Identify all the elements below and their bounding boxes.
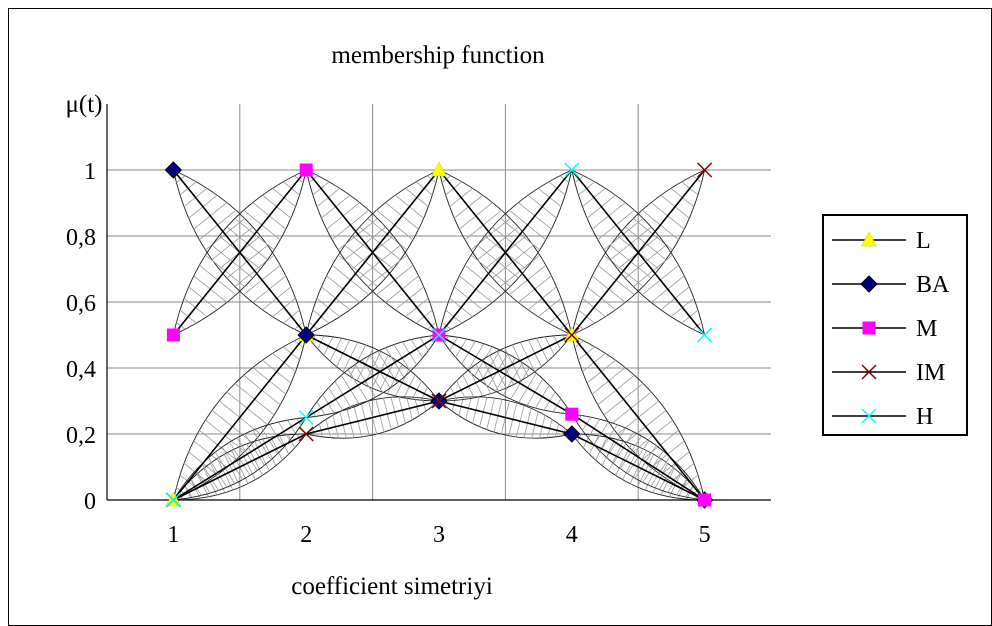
y-tick-label: 0,8 bbox=[66, 225, 96, 251]
y-tick-label: 1 bbox=[84, 159, 96, 185]
marker-im bbox=[298, 426, 314, 442]
marker-m bbox=[299, 163, 313, 177]
legend-box bbox=[822, 214, 968, 436]
chart-title: membership function bbox=[331, 42, 545, 69]
legend-marker-h bbox=[861, 408, 877, 424]
y-tick-label: 0 bbox=[84, 489, 96, 515]
y-tick-label: 0,4 bbox=[66, 357, 96, 383]
marker-ba bbox=[164, 161, 183, 179]
marker-im bbox=[431, 393, 447, 409]
x-tick-label: 4 bbox=[566, 522, 578, 548]
marker-l bbox=[431, 161, 447, 177]
marker-h bbox=[298, 409, 314, 426]
marker-h bbox=[431, 327, 447, 343]
y-axis-label: μ(t) bbox=[66, 91, 103, 118]
legend: L BA M IM H bbox=[822, 214, 968, 436]
legend-item-ba: BA bbox=[832, 272, 950, 298]
x-tick-label: 2 bbox=[300, 522, 312, 548]
y-tick-label: 0,2 bbox=[66, 423, 96, 449]
legend-label: IM bbox=[916, 360, 945, 386]
x-axis-label: coefficient simetriyi bbox=[291, 573, 493, 600]
marker-m bbox=[166, 328, 180, 342]
legend-label: L bbox=[916, 228, 931, 254]
marker-h bbox=[165, 492, 181, 508]
marker-h bbox=[564, 162, 580, 178]
legend-marker-l bbox=[861, 231, 877, 247]
series-markers bbox=[164, 161, 714, 509]
legend-item-m: M bbox=[832, 316, 937, 342]
legend-label: BA bbox=[916, 272, 950, 298]
marker-m bbox=[698, 493, 712, 507]
legend-marker-m bbox=[862, 321, 876, 335]
legend-marker-im bbox=[861, 364, 877, 380]
legend-label: M bbox=[916, 316, 937, 342]
marker-ba bbox=[563, 425, 581, 443]
legend-item-l: L bbox=[832, 228, 931, 254]
legend-label: H bbox=[916, 404, 933, 430]
x-tick-label: 1 bbox=[167, 522, 179, 548]
marker-ba bbox=[297, 326, 315, 344]
legend-marker-ba bbox=[860, 275, 878, 293]
x-tick-label: 3 bbox=[433, 522, 445, 548]
marker-im bbox=[564, 327, 580, 343]
legend-item-h: H bbox=[832, 404, 933, 430]
grid bbox=[107, 104, 771, 500]
y-tick-label: 0,6 bbox=[66, 291, 96, 317]
x-tick-label: 5 bbox=[699, 522, 711, 548]
marker-m bbox=[565, 407, 579, 421]
axes bbox=[106, 104, 771, 501]
tick-labels: 0 0,2 0,4 0,6 0,8 1 1 2 3 4 5 bbox=[66, 159, 711, 548]
marker-h bbox=[697, 327, 713, 343]
legend-item-im: IM bbox=[832, 360, 945, 386]
marker-im bbox=[697, 162, 713, 178]
